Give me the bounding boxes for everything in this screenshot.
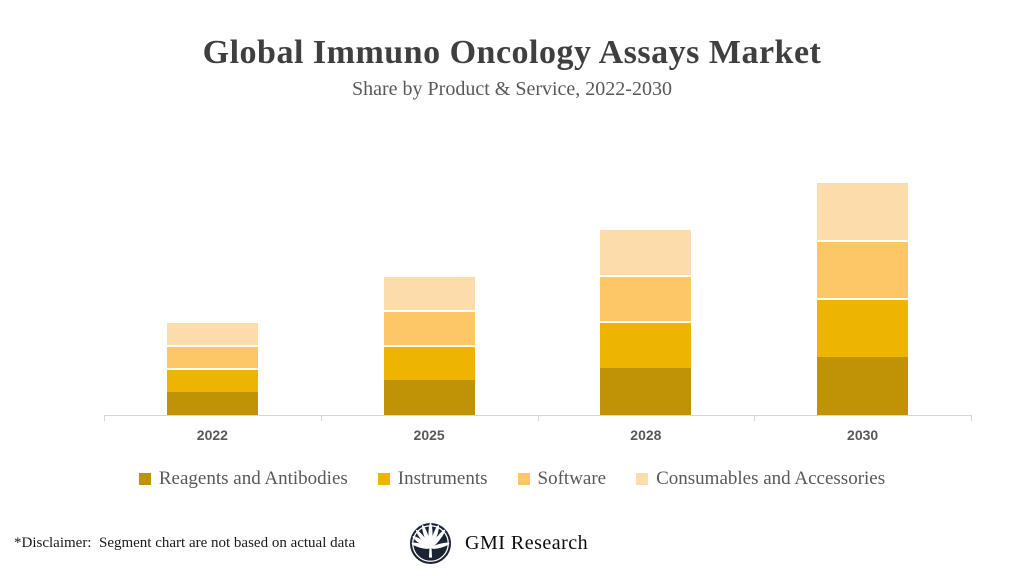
bar-segment-reagents-and-antibodies-2025 — [383, 379, 475, 415]
bar-segment-instruments-2025 — [383, 344, 475, 380]
bar-segment-instruments-2022 — [166, 368, 258, 392]
bar-segment-consumables-and-accessories-2022 — [166, 321, 258, 345]
legend-swatch-icon — [138, 473, 151, 485]
bar-segment-software-2030 — [817, 239, 909, 298]
bar-segment-consumables-and-accessories-2030 — [817, 181, 909, 240]
bar-segment-software-2028 — [600, 274, 692, 322]
legend-item-software: Software — [517, 468, 607, 490]
bar-segment-software-2022 — [166, 344, 258, 369]
bar-segment-software-2025 — [383, 309, 475, 345]
x-axis-label-2030: 2030 — [847, 427, 879, 443]
x-axis-tick — [971, 415, 972, 421]
brand-block: GMI Research — [409, 522, 588, 565]
x-axis-label-2028: 2028 — [630, 427, 662, 443]
gmi-research-logo-icon — [409, 522, 452, 565]
bar-segment-reagents-and-antibodies-2030 — [817, 356, 909, 415]
bar-segment-consumables-and-accessories-2028 — [600, 227, 692, 275]
legend-swatch-icon — [636, 473, 649, 485]
legend-label: Reagents and Antibodies — [158, 468, 348, 489]
legend-swatch-icon — [377, 473, 390, 485]
x-axis-tick — [754, 415, 756, 421]
legend: Reagents and Antibodies Instruments Softwa… — [0, 468, 1024, 490]
bar-segment-reagents-and-antibodies-2022 — [166, 391, 258, 415]
legend-item-consumables-and-accessories: Consumables and Accessories — [636, 468, 885, 490]
chart-title: Global Immuno Oncology Assays Market — [202, 34, 822, 71]
x-axis-label-2022: 2022 — [196, 427, 228, 443]
bar-segment-instruments-2028 — [600, 321, 692, 369]
disclaimer-text: *Disclaimer: Segment chart are not based… — [14, 535, 356, 551]
bar-segment-consumables-and-accessories-2025 — [383, 274, 475, 310]
bar-segment-reagents-and-antibodies-2028 — [600, 368, 692, 415]
x-axis-tick — [320, 415, 322, 421]
legend-item-instruments: Instruments — [377, 468, 488, 490]
x-axis-label-2025: 2025 — [413, 427, 445, 443]
legend-label: Consumables and Accessories — [656, 468, 886, 489]
legend-label: Software — [537, 468, 607, 489]
legend-swatch-icon — [517, 473, 530, 485]
legend-label: Instruments — [397, 468, 488, 489]
x-axis-tick — [537, 415, 539, 421]
legend-item-reagents-and-antibodies: Reagents and Antibodies — [138, 468, 348, 490]
x-axis-tick — [104, 415, 105, 421]
chart-subtitle: Share by Product & Service, 2022-2030 — [352, 78, 672, 100]
brand-name: GMI Research — [465, 532, 589, 554]
bar-segment-instruments-2030 — [817, 298, 909, 357]
